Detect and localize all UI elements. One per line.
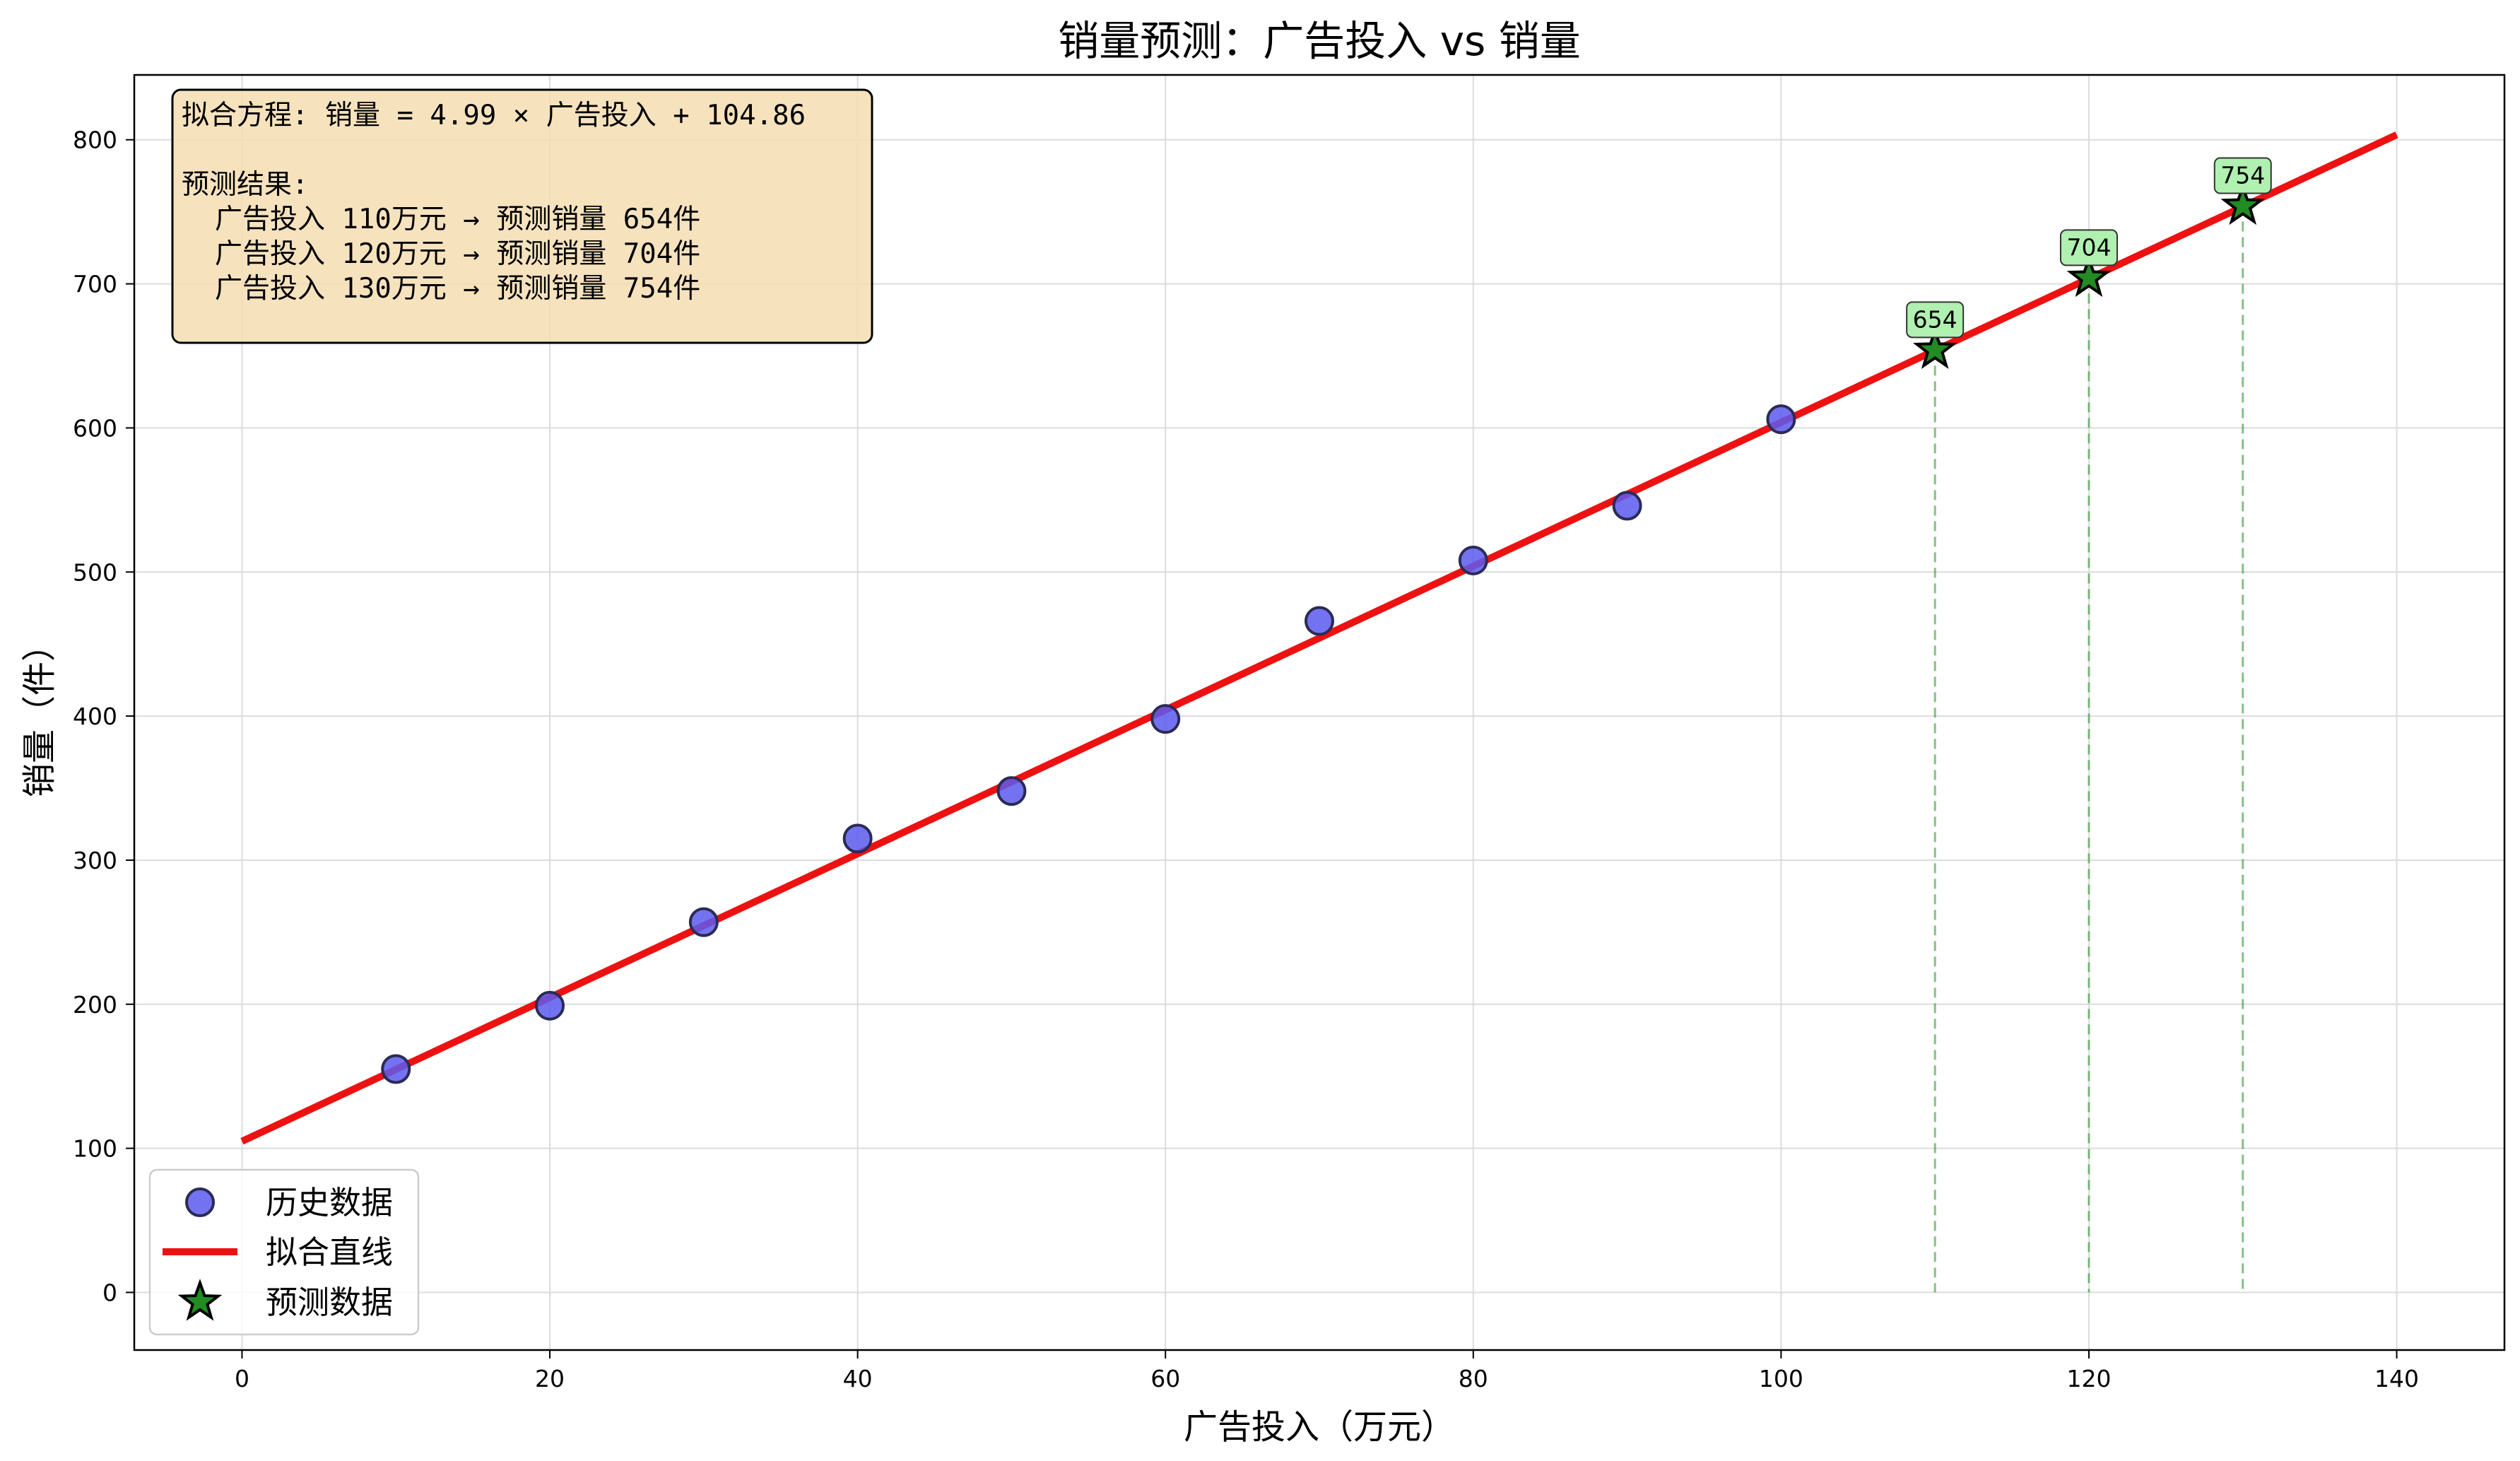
y-tick-label: 800 (73, 127, 117, 154)
legend-frame (148, 1168, 420, 1336)
y-tick-label: 600 (73, 414, 117, 442)
x-tick-label: 0 (235, 1365, 249, 1392)
prediction-label-box (1906, 301, 1965, 339)
axis-ticks: 0 20 40 60 80 100 120 140 0 100 200 300 400 500 600 700… (73, 127, 2419, 1392)
historical-point (996, 776, 1027, 806)
prediction-star (2220, 182, 2266, 225)
historical-point (1150, 704, 1181, 734)
x-tick-label: 60 (1150, 1365, 1180, 1392)
legend-label: 预测数据 (266, 1284, 393, 1321)
prediction-star (1912, 327, 1957, 370)
y-tick-label: 200 (73, 991, 117, 1019)
x-tick-label: 40 (843, 1365, 873, 1392)
info-box-line: 广告投入 130万元 → 预测销量 754件 (182, 273, 700, 305)
equation-info-box: 拟合方程: 销量 = 4.99 × 广告投入 + 104.86 预测结果: 广告投… (171, 88, 873, 344)
info-box-line: 广告投入 120万元 → 预测销量 704件 (182, 238, 700, 270)
y-tick-label: 700 (73, 271, 117, 298)
prediction-label: 704 (2066, 233, 2111, 261)
prediction-label: 754 (2220, 161, 2265, 189)
historical-point (842, 823, 873, 854)
y-tick-label: 400 (73, 703, 117, 730)
plot-area: 654 704 754 (240, 131, 2398, 1293)
y-tick-label: 500 (73, 558, 117, 586)
info-box-line: 广告投入 110万元 → 预测销量 654件 (182, 204, 700, 235)
historical-point (688, 907, 719, 937)
y-tick-label: 300 (73, 847, 117, 874)
legend-historical-marker (185, 1187, 215, 1217)
plot-frame (133, 74, 2506, 1351)
legend-prediction-marker (177, 1279, 223, 1321)
y-tick-label: 0 (102, 1279, 117, 1306)
historical-point (1612, 491, 1642, 521)
x-tick-label: 120 (2066, 1365, 2111, 1392)
prediction-star (2066, 254, 2112, 298)
y-axis-label: 销量（件） (20, 628, 59, 797)
x-tick-label: 20 (535, 1365, 565, 1392)
prediction-label-box (2059, 229, 2118, 266)
info-box-background (171, 88, 873, 344)
legend-label: 拟合直线 (266, 1233, 393, 1271)
historical-point (381, 1054, 411, 1084)
x-tick-label: 140 (2374, 1365, 2419, 1392)
legend-label: 历史数据 (266, 1184, 393, 1221)
historical-point (1766, 404, 1796, 435)
x-tick-label: 80 (1459, 1365, 1488, 1392)
x-axis-label: 广告投入（万元） (1184, 1407, 1455, 1447)
info-box-line: 拟合方程: 销量 = 4.99 × 广告投入 + 104.86 (182, 100, 806, 131)
historical-point (1305, 606, 1334, 636)
y-tick-label: 100 (73, 1135, 117, 1163)
prediction-label: 654 (1913, 305, 1957, 333)
prediction-label-box (2213, 157, 2272, 194)
chart-title: 销量预测：广告投入 vs 销量 (1058, 17, 1580, 65)
fit-line (240, 131, 2398, 1145)
historical-point (1458, 545, 1488, 575)
info-box-line: 预测结果: (182, 169, 308, 201)
x-tick-label: 100 (1759, 1365, 1803, 1392)
historical-point (535, 990, 565, 1021)
